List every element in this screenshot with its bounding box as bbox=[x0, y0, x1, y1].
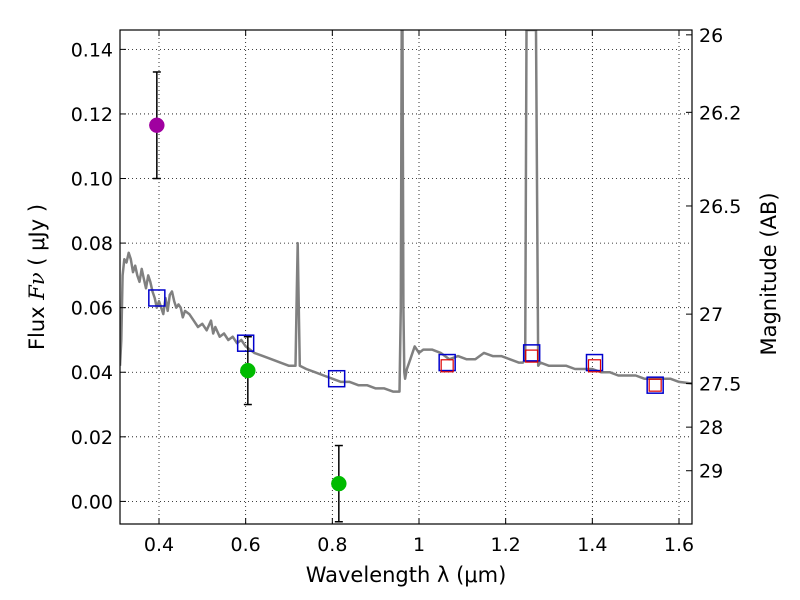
model-photometry-square bbox=[646, 376, 664, 394]
model-photometry-square bbox=[148, 289, 166, 307]
model-photometry-square bbox=[522, 344, 541, 362]
model-photometry-square bbox=[585, 353, 604, 372]
x-tick-label: 0.8 bbox=[317, 534, 347, 556]
x-tick-label: 0.6 bbox=[231, 534, 261, 556]
y-axis-title-symbol: Fν bbox=[25, 272, 49, 301]
axis-ticks: 0.4 0.6 0.8 1 1.2 1.4 1.6 0.00 0.02 0.04 0.06 0.08 0… bbox=[71, 25, 742, 556]
measurement-point bbox=[240, 362, 256, 379]
right-tick-label: 27.5 bbox=[699, 374, 741, 396]
model-photometry-square bbox=[236, 334, 255, 352]
observed-photometry-square bbox=[440, 359, 454, 373]
model-photometry-square bbox=[327, 369, 346, 388]
x-tick-label: 0.4 bbox=[144, 534, 174, 556]
x-tick-label: 1 bbox=[413, 534, 425, 556]
x-tick-label: 1.4 bbox=[577, 534, 607, 556]
x-tick-label: 1.6 bbox=[664, 534, 694, 556]
right-tick-label: 26 bbox=[699, 25, 723, 47]
y-tick-label: 0.06 bbox=[71, 298, 113, 320]
measurement-point bbox=[149, 117, 165, 133]
y-tick-label: 0.08 bbox=[71, 233, 113, 255]
y-tick-label: 0.10 bbox=[71, 169, 113, 191]
right-tick-label: 29 bbox=[699, 461, 723, 483]
y-axis-title-prefix: Flux bbox=[25, 300, 49, 350]
observed-photometry-square bbox=[648, 378, 662, 392]
y-tick-label: 0.02 bbox=[71, 427, 113, 449]
y-axis-title-unit: ( μJy ) bbox=[25, 204, 49, 272]
spectrum-line bbox=[120, 30, 692, 393]
x-tick-label: 1.2 bbox=[491, 534, 521, 556]
marker-series bbox=[148, 71, 664, 523]
y-axis-title: Flux Fν ( μJy ) bbox=[25, 204, 49, 350]
y-tick-label: 0.04 bbox=[71, 362, 113, 384]
right-tick-label: 26.5 bbox=[699, 196, 741, 218]
right-axis-title: Magnitude (AB) bbox=[757, 192, 781, 355]
plot-frame bbox=[119, 29, 693, 525]
y-tick-label: 0.14 bbox=[71, 39, 113, 61]
right-tick-label: 27 bbox=[699, 304, 723, 326]
right-tick-label: 28 bbox=[699, 417, 723, 439]
y-tick-label: 0.12 bbox=[71, 104, 113, 126]
measurement-point bbox=[331, 475, 347, 492]
right-tick-label: 26.2 bbox=[699, 102, 741, 124]
observed-photometry-square bbox=[587, 359, 602, 373]
model-photometry-square bbox=[438, 353, 456, 372]
observed-photometry-square bbox=[525, 349, 539, 363]
spectrum-series bbox=[120, 30, 692, 393]
x-axis-title: Wavelength λ (μm) bbox=[306, 563, 507, 587]
y-tick-label: 0.00 bbox=[71, 491, 113, 513]
